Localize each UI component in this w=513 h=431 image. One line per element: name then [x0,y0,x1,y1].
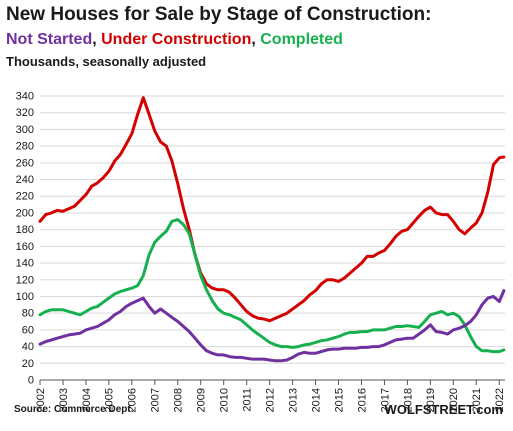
legend-separator: , [92,31,102,48]
x-axis-ticks: 2002 2003 2004 2005 2006 2007 2008 2009 2010 2011… [35,380,506,412]
brand-label: WOLFSTREET.com [384,402,503,417]
y-tick-label: 260 [16,157,34,169]
y-tick-label: 220 [16,191,34,203]
y-tick-label: 80 [22,308,34,320]
x-tick-label: 2006 [127,388,139,412]
legend-completed: Completed [260,31,343,48]
under-construction-line [38,96,506,323]
y-tick-label: 160 [16,241,34,253]
x-tick-label: 2019 [425,388,437,412]
not-started-line [38,289,506,363]
y-tick-label: 280 [16,141,34,153]
y-axis-units-label: Thousands, seasonally adjusted [6,54,207,69]
y-tick-label: 240 [16,174,34,186]
x-tick-label: 2020 [448,388,460,412]
legend-not-started: Not Started [6,31,93,48]
y-tick-label: 180 [16,224,34,236]
x-tick-label: 2008 [173,388,185,412]
series-lines [38,96,506,363]
x-tick-label: 2007 [150,388,162,412]
source-note: Source: Commerce Dept. [14,404,134,415]
x-tick-label: 2013 [287,388,299,412]
completed-line [38,218,506,354]
x-tick-label: 2004 [81,388,93,412]
x-tick-label: 2022 [494,388,506,412]
y-tick-label: 20 [22,358,34,370]
y-tick-label: 340 [16,91,34,103]
y-tick-label: 100 [16,291,34,303]
x-tick-label: 2017 [379,388,391,412]
y-tick-label: 140 [16,258,34,270]
y-tick-label: 300 [16,124,34,136]
x-tick-label: 2010 [219,388,231,412]
y-tick-label: 120 [16,274,34,286]
y-axis-ticks: 0 20 40 60 80 100 120 140 160 180 200 220 240 260 280 3… [16,91,34,387]
chart-title: New Houses for Sale by Stage of Construc… [6,4,432,25]
legend-separator: , [251,31,261,48]
x-tick-label: 2009 [196,388,208,412]
y-tick-label: 0 [28,375,34,387]
x-tick-label: 2011 [242,388,254,412]
x-tick-label: 2015 [333,388,345,412]
legend-under-construction: Under Construction [101,31,252,48]
chart-subtitle: Not Started, Under Construction, Complet… [6,31,343,49]
x-tick-label: 2012 [264,388,276,412]
y-tick-label: 200 [16,207,34,219]
x-tick-label: 2021 [471,388,483,412]
x-tick-label: 2005 [104,388,116,412]
x-tick-label: 2018 [402,388,414,412]
x-tick-label: 2003 [58,388,70,412]
x-tick-label: 2014 [310,388,322,412]
y-tick-label: 60 [22,324,34,336]
x-tick-label: 2002 [35,388,47,412]
gridlines [40,95,505,364]
x-tick-label: 2016 [356,388,368,412]
y-tick-label: 40 [22,341,34,353]
y-tick-label: 320 [16,107,34,119]
